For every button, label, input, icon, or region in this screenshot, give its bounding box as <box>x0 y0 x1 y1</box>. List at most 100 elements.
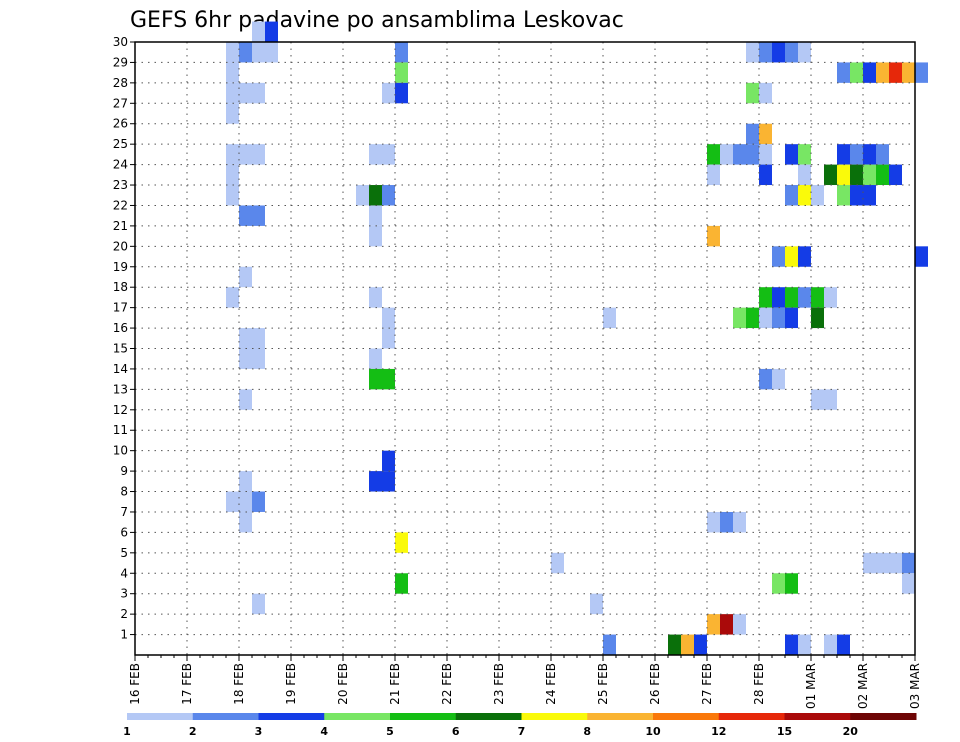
heatmap-cell <box>239 471 252 492</box>
heatmap-cell <box>239 205 252 226</box>
colorbar-label: 10 <box>645 725 661 738</box>
heatmap-cell <box>785 185 798 206</box>
y-tick-label: 21 <box>113 219 128 233</box>
heatmap-cell <box>902 552 915 574</box>
heatmap-cell <box>850 144 863 165</box>
colorbar-swatch <box>653 713 720 720</box>
colorbar-label: 5 <box>386 725 394 738</box>
heatmap-cell <box>785 287 798 308</box>
y-tick-label: 23 <box>113 178 128 192</box>
heatmap-cell <box>759 307 772 329</box>
colorbar-swatch <box>390 713 457 720</box>
heatmap-cell <box>707 511 720 533</box>
heatmap-cell <box>252 42 265 63</box>
colorbar-label: 1 <box>123 725 131 738</box>
heatmap-cell <box>733 614 746 635</box>
y-tick-label: 28 <box>113 76 128 90</box>
colorbar-swatch <box>324 713 391 720</box>
heatmap-cell <box>798 185 811 206</box>
heatmap-cell <box>239 511 252 533</box>
heatmap-cell <box>239 491 252 512</box>
heatmap-cell <box>798 42 811 63</box>
heatmap-cell <box>226 103 239 124</box>
heatmap-cell <box>395 62 408 83</box>
y-axis-ticks: 1234567891011121314151617181920212223242… <box>113 35 135 642</box>
heatmap-cell <box>785 573 798 594</box>
heatmap-cell <box>824 634 837 655</box>
heatmap-cell <box>915 62 928 83</box>
heatmap-cell <box>226 491 239 512</box>
colorbar: 1 2 3 4 5 6 7 8 10 12 15 20 <box>123 713 917 738</box>
y-tick-label: 27 <box>113 96 128 110</box>
heatmap-cell <box>252 82 265 104</box>
heatmap-cell <box>382 82 395 104</box>
heatmap-cell <box>811 287 824 308</box>
heatmap-cell <box>382 368 395 390</box>
chart-title: GEFS 6hr padavine po ansamblima Leskovac <box>130 8 624 33</box>
heatmap-cell <box>837 185 850 206</box>
y-tick-label: 9 <box>120 464 128 478</box>
colorbar-label: 2 <box>189 725 197 738</box>
heatmap-cell <box>265 21 278 42</box>
heatmap-cell <box>759 368 772 390</box>
heatmap-cell <box>850 164 863 186</box>
heatmap-cell <box>226 287 239 308</box>
y-tick-label: 29 <box>113 55 128 69</box>
heatmap-cell <box>239 144 252 165</box>
heatmap-cell <box>603 307 616 329</box>
heatmap-cell <box>772 246 785 267</box>
x-tick-label: 21 FEB <box>388 663 402 705</box>
heatmap-cell <box>746 144 759 165</box>
heatmap-cell <box>837 62 850 83</box>
heatmap-cell <box>798 144 811 165</box>
heatmap-cell <box>720 614 733 635</box>
heatmap-cell <box>837 634 850 655</box>
heatmap-cell <box>382 185 395 206</box>
y-tick-label: 24 <box>113 158 128 172</box>
heatmap-cell <box>811 389 824 410</box>
colorbar-swatch <box>455 713 522 720</box>
y-tick-label: 5 <box>120 546 128 560</box>
heatmap-cell <box>720 144 733 165</box>
heatmap-cell <box>746 307 759 329</box>
x-tick-label: 24 FEB <box>544 663 558 705</box>
heatmap-cell <box>369 205 382 226</box>
heatmap-cell <box>902 62 915 83</box>
x-tick-label: 16 FEB <box>128 663 142 705</box>
x-tick-label: 27 FEB <box>700 663 714 705</box>
heatmap-cell <box>369 368 382 390</box>
heatmap-cell <box>876 144 889 165</box>
heatmap-cell <box>382 144 395 165</box>
heatmap-cell <box>239 82 252 104</box>
heatmap-cell <box>551 552 564 574</box>
colorbar-swatch <box>587 713 654 720</box>
heatmap-cell <box>772 42 785 63</box>
heatmap-cell <box>746 42 759 63</box>
heatmap-cells <box>226 21 928 655</box>
y-tick-label: 2 <box>120 607 128 621</box>
heatmap-cell <box>850 185 863 206</box>
heatmap-cell <box>720 511 733 533</box>
heatmap-cell <box>785 634 798 655</box>
y-tick-label: 10 <box>113 444 128 458</box>
heatmap-cell <box>772 368 785 390</box>
heatmap-cell <box>759 144 772 165</box>
heatmap-cell <box>915 246 928 267</box>
y-tick-label: 16 <box>113 321 128 335</box>
heatmap-cell <box>707 225 720 247</box>
heatmap-cell <box>811 185 824 206</box>
heatmap-cell <box>668 634 681 655</box>
heatmap-cell <box>759 287 772 308</box>
heatmap-cell <box>239 266 252 288</box>
heatmap-cell <box>746 123 759 145</box>
x-tick-label: 17 FEB <box>180 663 194 705</box>
heatmap-cell <box>824 164 837 186</box>
heatmap-cell <box>395 573 408 594</box>
heatmap-cell <box>395 82 408 104</box>
heatmap-cell <box>382 450 395 472</box>
heatmap-cell <box>356 185 369 206</box>
heatmap-cell <box>733 307 746 329</box>
heatmap-cell <box>369 144 382 165</box>
x-tick-label: 01 MAR <box>804 663 818 709</box>
colorbar-label: 15 <box>777 725 792 738</box>
